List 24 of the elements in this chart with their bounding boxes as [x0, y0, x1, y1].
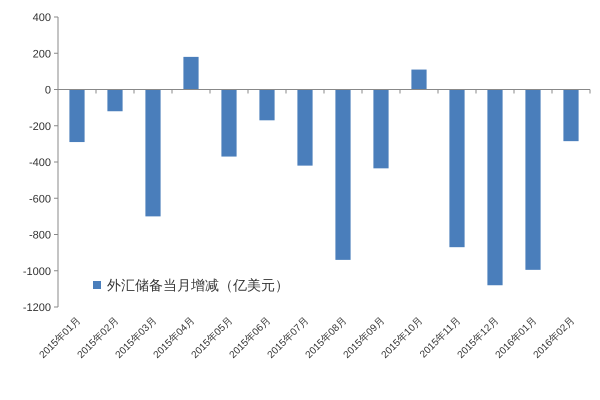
bar — [259, 90, 275, 120]
bar — [525, 90, 541, 270]
y-tick-label: -200 — [28, 120, 51, 133]
bar — [563, 90, 579, 142]
y-tick-label: -800 — [28, 230, 51, 242]
legend-label: 外汇储备当月增减（亿美元） — [107, 277, 289, 293]
bar — [335, 90, 351, 260]
bar — [107, 90, 123, 112]
bar — [183, 56, 199, 90]
y-tick-label: -600 — [28, 193, 51, 206]
bar — [373, 90, 389, 168]
bar — [145, 90, 161, 216]
y-tick-label: 400 — [32, 12, 51, 24]
bar — [297, 90, 313, 166]
bar — [411, 70, 427, 90]
y-tick-label: 200 — [32, 48, 51, 60]
bar — [487, 90, 503, 286]
y-tick-label: -1000 — [22, 266, 51, 278]
bar — [69, 90, 85, 142]
bar — [221, 90, 237, 157]
bar — [449, 90, 465, 248]
y-tick-label: 0 — [44, 84, 51, 96]
y-tick-label: -1200 — [22, 302, 51, 314]
y-tick-label: -400 — [28, 157, 51, 169]
